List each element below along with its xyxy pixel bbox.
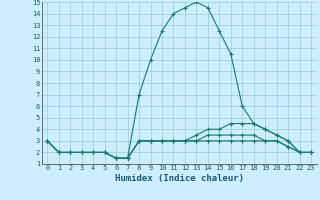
X-axis label: Humidex (Indice chaleur): Humidex (Indice chaleur): [115, 174, 244, 183]
